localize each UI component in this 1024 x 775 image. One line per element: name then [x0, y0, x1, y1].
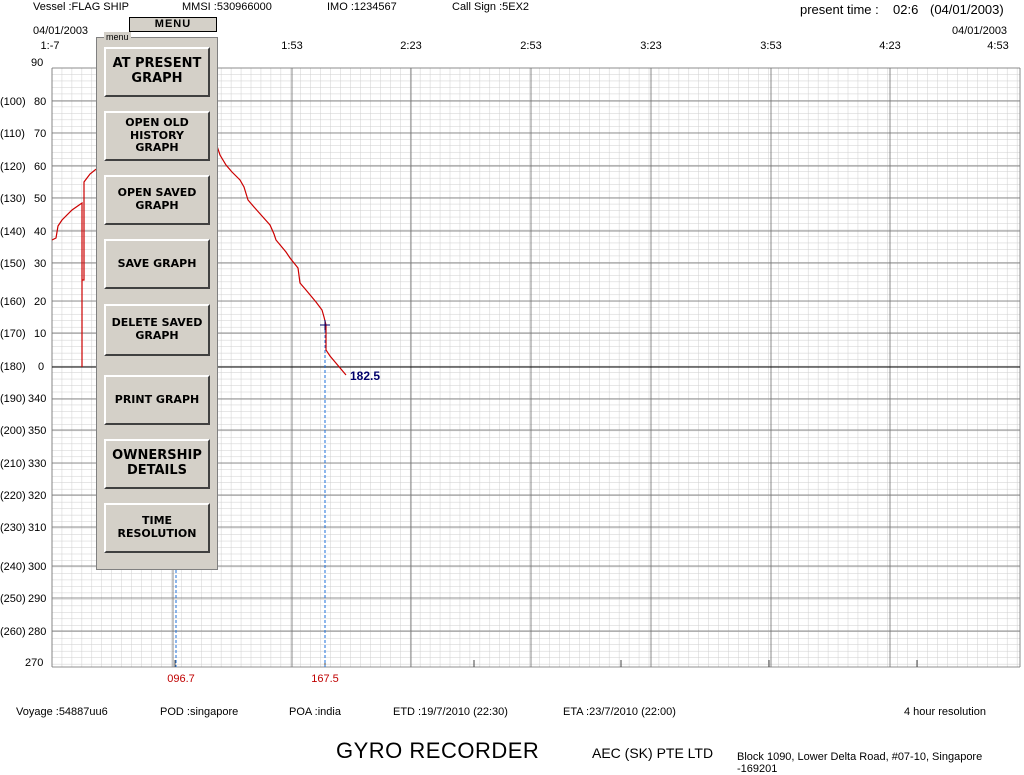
heading-tick: 10 [34, 328, 47, 340]
time-resolution-label: 4 hour resolution [904, 706, 986, 718]
heading-tick: 330 [28, 458, 47, 470]
save-graph-button[interactable]: SAVE GRAPH [104, 239, 210, 289]
heading-tick: 340 [28, 393, 47, 405]
port-of-arrival: POA :india [289, 706, 341, 718]
heading-tick: 310 [28, 522, 47, 534]
heading-tick: 350 [28, 425, 47, 437]
alt-heading-tick: (150) [0, 258, 26, 270]
heading-tick: 320 [28, 490, 47, 502]
alt-heading-tick: (220) [0, 490, 26, 502]
alt-heading-tick: (140) [0, 226, 26, 238]
alt-heading-tick: (260) [0, 626, 26, 638]
product-name: GYRO RECORDER [336, 738, 540, 763]
eta: ETA :23/7/2010 (22:00) [563, 706, 676, 718]
alt-heading-tick: (100) [0, 96, 26, 108]
etd: ETD :19/7/2010 (22:30) [393, 706, 508, 718]
time-tick: 4:53 [987, 40, 1009, 52]
time-tick: 1:53 [281, 40, 303, 52]
menu-toggle-button[interactable]: MENU [129, 17, 217, 32]
start-date: 04/01/2003 [33, 25, 89, 37]
vessel-name: Vessel :FLAG SHIP [33, 1, 129, 13]
crosshair-cursor [320, 320, 330, 330]
print-graph-button[interactable]: PRINT GRAPH [104, 375, 210, 425]
heading-tick: 40 [34, 226, 47, 238]
heading-tick: 90 [31, 57, 44, 69]
heading-trace-right [215, 142, 347, 376]
alt-heading-tick: (210) [0, 458, 26, 470]
alt-heading-tick: (250) [0, 593, 26, 605]
heading-readout: 182.5 [350, 369, 381, 383]
heading-tick: 80 [34, 96, 47, 108]
alt-heading-tick: (200) [0, 425, 26, 437]
right-marker-value: 167.5 [311, 673, 339, 685]
heading-tick: 270 [25, 657, 44, 669]
heading-tick: 30 [34, 258, 47, 270]
voyage-id: Voyage :54887uu6 [16, 706, 108, 718]
heading-trace-left [51, 167, 99, 367]
alt-heading-tick: (240) [0, 561, 26, 573]
open-old-history-graph-button[interactable]: OPEN OLD HISTORY GRAPH [104, 111, 210, 161]
end-date: 04/01/2003 [952, 25, 1008, 37]
mmsi: MMSI :530966000 [182, 1, 272, 13]
left-marker-value: 096.7 [167, 673, 195, 685]
present-time-value: 02:6 [893, 2, 919, 17]
present-time-label: present time : [800, 2, 879, 17]
alt-heading-tick: (120) [0, 161, 26, 173]
company-address: Block 1090, Lower Delta Road, #07-10, Si… [737, 751, 983, 775]
time-tick: 3:53 [760, 40, 782, 52]
imo: IMO :1234567 [327, 1, 397, 13]
heading-tick: 50 [34, 193, 47, 205]
alt-heading-tick: (180) [0, 361, 26, 373]
heading-tick: 300 [28, 561, 47, 573]
alt-heading-tick: (160) [0, 296, 26, 308]
time-tick: 2:23 [400, 40, 422, 52]
company-name: AEC (SK) PTE LTD [592, 745, 714, 761]
menu-caption: menu [104, 32, 131, 42]
alt-heading-tick: (230) [0, 522, 26, 534]
alt-heading-tick: (110) [0, 128, 25, 140]
time-tick: 1:-7 [40, 40, 60, 52]
heading-tick: 60 [34, 161, 47, 173]
time-tick: 2:53 [520, 40, 542, 52]
heading-tick: 290 [28, 593, 47, 605]
alt-heading-tick: (170) [0, 328, 26, 340]
alt-heading-tick: (130) [0, 193, 26, 205]
heading-tick: 20 [34, 296, 47, 308]
ownership-details-button[interactable]: OWNERSHIP DETAILS [104, 439, 210, 489]
time-tick: 3:23 [640, 40, 662, 52]
call-sign: Call Sign :5EX2 [452, 1, 530, 13]
alt-heading-tick: (190) [0, 393, 26, 405]
at-present-graph-button[interactable]: AT PRESENT GRAPH [104, 47, 210, 97]
heading-tick: 280 [28, 626, 47, 638]
open-saved-graph-button[interactable]: OPEN SAVED GRAPH [104, 175, 210, 225]
time-tick: 4:23 [879, 40, 901, 52]
port-of-departure: POD :singapore [160, 706, 239, 718]
heading-tick: 70 [34, 128, 47, 140]
delete-saved-graph-button[interactable]: DELETE SAVED GRAPH [104, 304, 210, 356]
present-date: (04/01/2003) [930, 2, 1004, 17]
heading-tick: 0 [38, 361, 45, 373]
time-resolution-button[interactable]: TIME RESOLUTION [104, 503, 210, 553]
